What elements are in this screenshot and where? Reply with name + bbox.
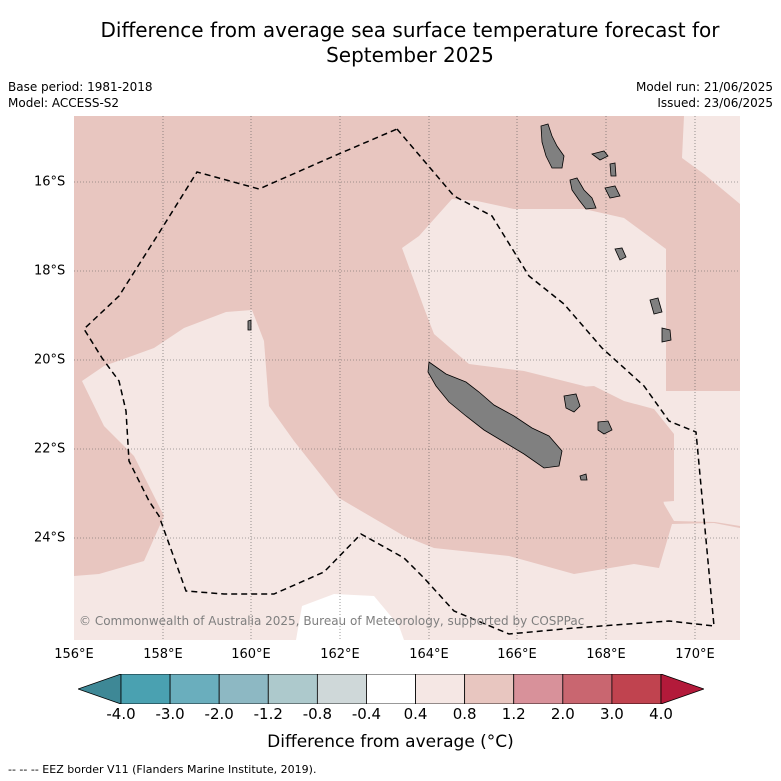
islet-land (247, 319, 252, 331)
colorbar-graphic (76, 673, 706, 705)
colorbar-tick-label: -3.0 (155, 705, 185, 723)
colorbar (76, 673, 706, 705)
model-run: Model run: 21/06/2025 (635, 80, 773, 94)
y-tick-label: 22°S (34, 441, 66, 457)
colorbar-title: Difference from average (°C) (267, 732, 514, 752)
x-tick-label: 168°E (586, 647, 626, 662)
x-tick-label: 156°E (54, 647, 94, 662)
model-name: Model: ACCESS-S2 (8, 96, 120, 110)
vanuatu-land (609, 162, 617, 177)
eez-footnote: -- -- -- EEZ border V11 (Flanders Marine… (8, 763, 317, 776)
loyalty-islands-land (579, 473, 588, 481)
colorbar-tick-label: 0.4 (403, 705, 428, 723)
loyalty-islands-land (563, 393, 581, 413)
colorbar-tick-label: 0.8 (452, 705, 477, 723)
y-tick-label: 16°S (34, 174, 66, 190)
colorbar-tick-label: -2.0 (204, 705, 234, 723)
y-tick-label: 18°S (34, 263, 66, 279)
colorbar-segment (611, 673, 662, 705)
new-caledonia-land (427, 361, 563, 469)
copyright-notice: © Commonwealth of Australia 2025, Bureau… (79, 614, 585, 628)
x-tick-label: 158°E (143, 647, 183, 662)
eez-border (83, 128, 715, 635)
colorbar-segment (562, 673, 613, 705)
metadata-right: Model run: 21/06/2025 Issued: 23/06/2025 (636, 79, 773, 111)
y-tick-label: 20°S (34, 352, 66, 368)
x-tick-label: 160°E (231, 647, 271, 662)
colorbar-tick-label: 2.0 (550, 705, 575, 723)
colorbar-segment (267, 673, 318, 705)
x-tick-label: 166°E (497, 647, 537, 662)
metadata-left: Base period: 1981-2018 Model: ACCESS-S2 (8, 79, 153, 111)
issued-date: Issued: 23/06/2025 (657, 96, 773, 110)
anomaly-region-0.4-0.8 (74, 310, 740, 640)
colorbar-segment (218, 673, 269, 705)
anomaly-region-neutral (296, 594, 404, 640)
colorbar-tick-label: 4.0 (649, 705, 673, 723)
colorbar-tick-label: -0.8 (302, 705, 332, 723)
colorbar-high-arrow (660, 673, 706, 705)
land-masses (247, 123, 672, 481)
colorbar-tick-label: -0.4 (351, 705, 382, 723)
map-title: Difference from average sea surface temp… (100, 18, 720, 67)
colorbar-segment (366, 673, 416, 705)
loyalty-islands-land (597, 420, 613, 435)
vanuatu-land (591, 150, 609, 161)
x-tick-label: 164°E (409, 647, 449, 662)
sst-anomaly-map (74, 116, 740, 640)
colorbar-segment (120, 673, 171, 705)
vanuatu-land (604, 185, 621, 199)
colorbar-tick-label: -4.0 (106, 705, 136, 723)
vanuatu-land (540, 123, 565, 169)
vanuatu-land (614, 247, 627, 261)
colorbar-segment (464, 673, 515, 705)
vanuatu-land (649, 297, 663, 315)
map-gridlines (74, 116, 740, 640)
colorbar-segment (415, 673, 466, 705)
colorbar-tick-label: 1.2 (501, 705, 526, 723)
anomaly-region-0.8-1.2 (484, 384, 674, 504)
x-tick-label: 170°E (675, 647, 715, 662)
x-tick-label: 162°E (320, 647, 360, 662)
colorbar-segment (169, 673, 220, 705)
y-tick-label: 24°S (34, 530, 66, 546)
colorbar-tick-label: 3.0 (599, 705, 624, 723)
base-period: Base period: 1981-2018 (8, 80, 153, 94)
vanuatu-land (569, 177, 597, 210)
colorbar-segment (513, 673, 564, 705)
colorbar-tick-label: -1.2 (253, 705, 283, 723)
vanuatu-land (661, 327, 672, 343)
colorbar-segment (316, 673, 367, 705)
colorbar-low-arrow (76, 673, 122, 705)
